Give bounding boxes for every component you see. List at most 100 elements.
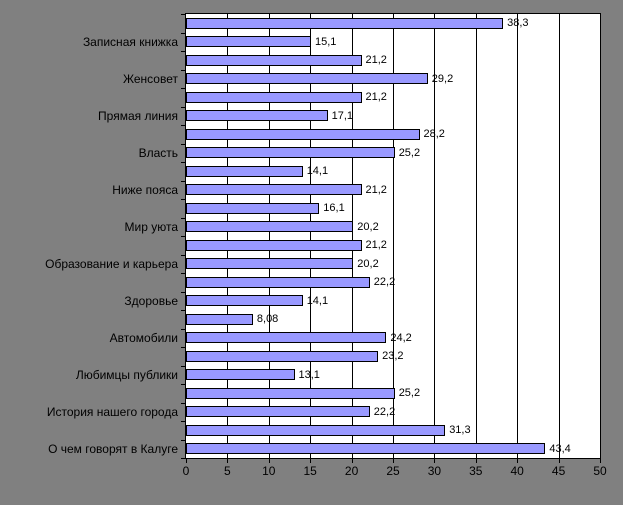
y-axis-tick (181, 144, 185, 145)
x-tick-label: 50 (593, 464, 607, 478)
bar-value-label: 29,2 (431, 72, 454, 85)
category-label: Власть (138, 145, 178, 160)
bar (186, 221, 354, 233)
x-tick-label: 35 (469, 464, 483, 478)
bar (186, 387, 395, 399)
gridline (310, 14, 311, 458)
x-axis-tick (517, 459, 518, 463)
bar (186, 276, 370, 288)
x-tick-label: 30 (427, 464, 442, 478)
bar (186, 332, 387, 344)
x-tick-label: 0 (182, 464, 190, 478)
y-axis-tick (181, 255, 185, 256)
y-axis-tick (181, 458, 185, 459)
x-axis-tick (393, 459, 394, 463)
y-axis-tick (181, 88, 185, 89)
x-axis-tick (434, 459, 435, 463)
bar-value-label: 21,2 (365, 239, 387, 252)
bar-value-label: 14,1 (306, 165, 329, 178)
bar-value-label: 23,2 (382, 350, 404, 363)
category-label: Образование и карьера (45, 256, 178, 271)
y-axis-tick (181, 218, 185, 219)
bar-value-label: 21,2 (365, 54, 387, 67)
category-label: Женсовет (122, 71, 178, 86)
category-label: Автомобили (109, 330, 178, 345)
bar-value-label: 20,2 (357, 257, 379, 270)
bar (186, 110, 328, 122)
bar-value-label: 17,1 (331, 109, 354, 122)
bar-value-label: 22,2 (373, 276, 396, 289)
x-axis-tick (352, 459, 353, 463)
category-label: Здоровье (124, 293, 178, 308)
x-axis-tick (600, 459, 601, 463)
gridline (476, 14, 477, 458)
category-label: Прямая линия (98, 108, 178, 123)
x-tick-label: 25 (386, 464, 400, 478)
y-axis-tick (181, 236, 185, 237)
category-label: Ниже пояса (112, 182, 178, 197)
category-label: Записная книжка (82, 34, 178, 49)
bar-value-label: 38,3 (507, 17, 529, 30)
bar-value-label: 25,2 (398, 146, 421, 159)
bar (186, 369, 295, 381)
x-tick-label: 5 (224, 464, 231, 478)
bar (186, 406, 370, 418)
x-tick-label: 15 (303, 464, 317, 478)
x-tick-label: 10 (262, 464, 276, 478)
x-axis-tick (559, 459, 560, 463)
bar (186, 128, 420, 140)
gridline (434, 14, 435, 458)
category-label: О чем говорят в Калуге (48, 441, 178, 456)
gridline (559, 14, 560, 458)
bar (186, 443, 546, 455)
y-axis-tick (181, 14, 185, 15)
bar (186, 313, 253, 325)
y-axis-tick (181, 292, 185, 293)
bar (186, 91, 362, 103)
y-axis-tick (181, 107, 185, 108)
x-axis-tick (269, 459, 270, 463)
x-axis-tick (310, 459, 311, 463)
category-label: История нашего города (46, 404, 178, 419)
bar-value-label: 22,2 (373, 405, 396, 418)
y-axis-tick (181, 51, 185, 52)
bar-value-label: 13,1 (298, 368, 320, 381)
y-axis-tick (181, 440, 185, 441)
x-axis-tick (476, 459, 477, 463)
y-axis-tick (181, 403, 185, 404)
y-axis-tick (181, 162, 185, 163)
x-tick-label: 20 (344, 464, 359, 478)
bar (186, 73, 428, 85)
y-axis-tick (181, 199, 185, 200)
x-axis-tick (227, 459, 228, 463)
bar-value-label: 8,08 (256, 313, 279, 326)
y-axis-tick (181, 310, 185, 311)
category-label: Любимцы публики (75, 367, 178, 382)
bar (186, 36, 311, 48)
bar-value-label: 14,1 (306, 294, 329, 307)
bar-value-label: 21,2 (365, 91, 387, 104)
y-axis-tick (181, 347, 185, 348)
gridline (269, 14, 270, 458)
bar (186, 239, 362, 251)
bar (186, 295, 303, 307)
bar (186, 350, 379, 362)
y-axis-tick (181, 70, 185, 71)
y-axis-tick (181, 421, 185, 422)
y-axis-tick (181, 329, 185, 330)
category-label: Мир уюта (124, 219, 178, 234)
y-axis-tick (181, 33, 185, 34)
bar-value-label: 21,2 (365, 183, 387, 196)
plot-area: 38,3 15,1 21,2 29,2 21,2 17,1 28,2 25,2 14,1 21,2… (185, 13, 601, 459)
gridline (352, 14, 353, 458)
bar-value-label: 24,2 (390, 331, 412, 344)
bar-value-label: 20,2 (357, 220, 379, 233)
gridline (393, 14, 394, 458)
x-tick-label: 40 (510, 464, 524, 478)
bar (186, 17, 504, 29)
gridline (227, 14, 228, 458)
y-axis-tick (181, 273, 185, 274)
plot-inner: 38,3 15,1 21,2 29,2 21,2 17,1 28,2 25,2 14,1 21,2… (186, 14, 600, 458)
y-axis-tick (181, 125, 185, 126)
